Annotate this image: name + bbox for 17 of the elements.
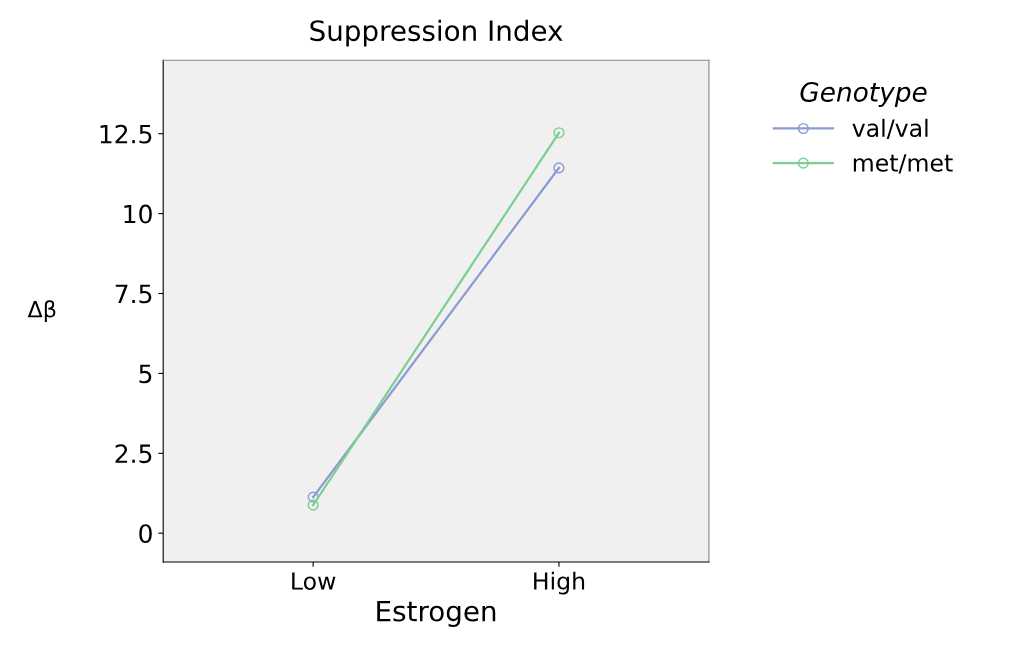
x-axis-title: Estrogen bbox=[377, 600, 496, 627]
y-tick-label: 2.5 bbox=[115, 444, 152, 464]
x-tick-label: Low bbox=[292, 572, 336, 590]
y-tick-label: 12.5 bbox=[100, 124, 152, 144]
y-tick-label: 10 bbox=[124, 204, 152, 224]
legend-title: Genotype bbox=[800, 81, 927, 107]
y-axis-title: Δβ bbox=[27, 300, 56, 322]
point bbox=[553, 127, 565, 139]
point bbox=[553, 162, 565, 174]
legend-label: met/met bbox=[853, 154, 953, 174]
y-tick-label: 0 bbox=[139, 524, 152, 544]
chart-title: Suppression Index bbox=[310, 19, 563, 47]
point bbox=[307, 499, 319, 511]
y-tick-label: 5 bbox=[139, 364, 152, 384]
x-tick-label: High bbox=[534, 571, 585, 595]
legend-label: val/val bbox=[852, 118, 928, 139]
y-tick-label: 7.5 bbox=[115, 284, 152, 304]
